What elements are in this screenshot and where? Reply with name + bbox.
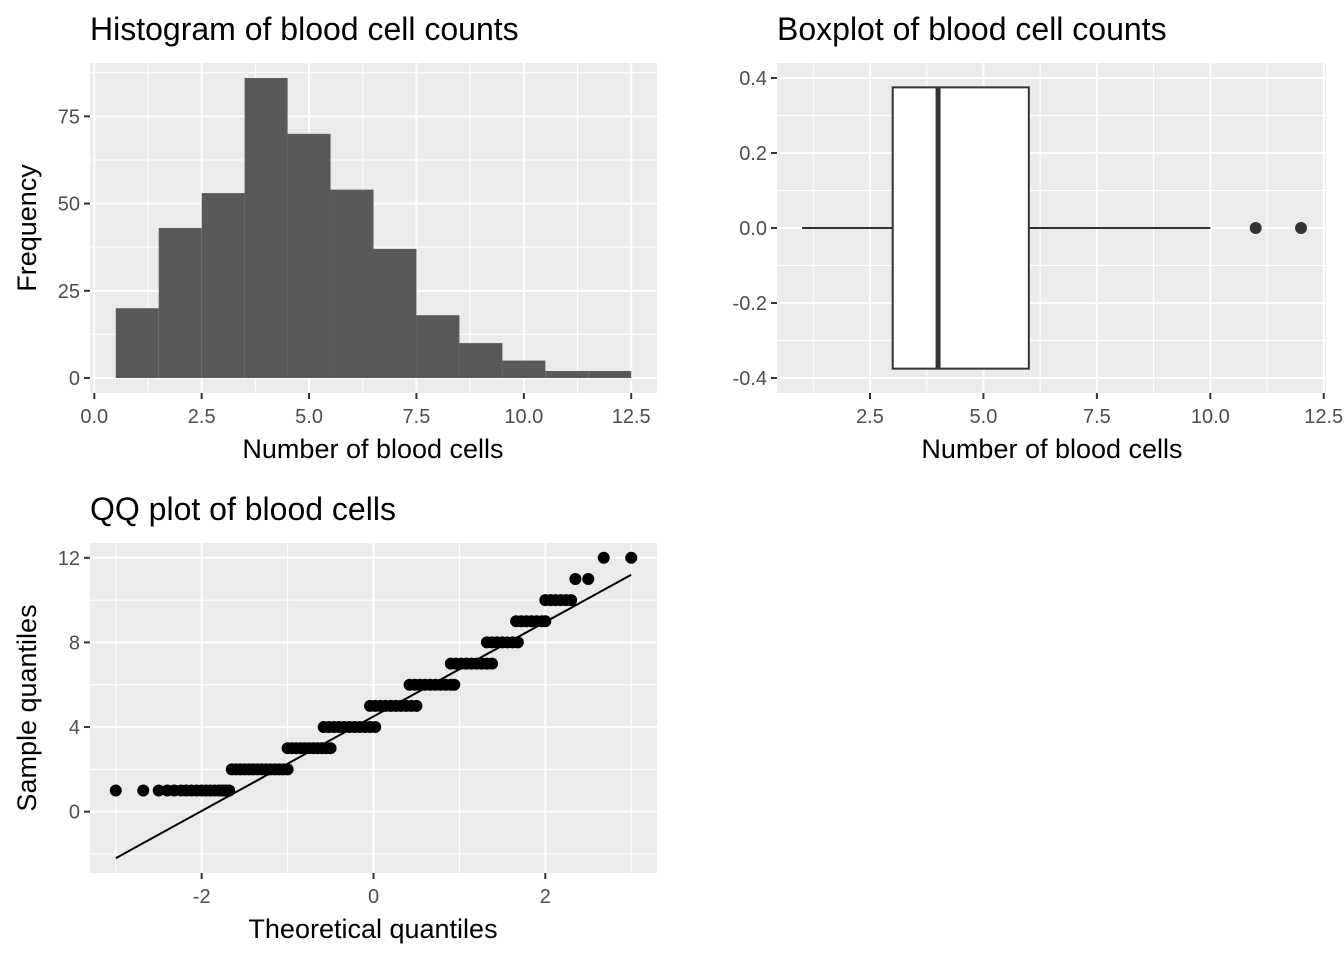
- qq-point: [539, 615, 552, 628]
- x-tick-label: 5.0: [295, 406, 323, 428]
- qq-point: [152, 784, 165, 797]
- qq-plot-axes: -2 0 2 0 4 8 12: [58, 548, 551, 908]
- histogram-bar: [330, 189, 374, 378]
- qq-point: [486, 657, 499, 670]
- boxplot-x-axis-title: Number of blood cells: [921, 434, 1182, 464]
- histogram-bar: [244, 78, 288, 378]
- qq-point: [109, 784, 122, 797]
- x-tick-label: 10.0: [504, 406, 543, 428]
- qq-plot-panel: QQ plot of blood cells -2 0 2 0 4 8 12 Theoret…: [12, 491, 657, 944]
- histogram-bar: [287, 133, 331, 378]
- x-tick-label: 12.5: [1304, 406, 1343, 428]
- histogram-bar: [459, 343, 503, 378]
- boxplot-outlier-point: [1249, 222, 1262, 234]
- histogram-bar: [502, 360, 546, 378]
- boxplot-marks: [801, 86, 1308, 370]
- qq-point: [597, 551, 610, 564]
- qq-point: [448, 678, 461, 691]
- boxplot-title: Boxplot of blood cell counts: [777, 11, 1167, 47]
- y-tick-label: 75: [58, 106, 80, 128]
- histogram-bars: [115, 78, 632, 378]
- histogram-bar: [201, 193, 245, 378]
- histogram-x-axis-title: Number of blood cells: [242, 434, 503, 464]
- x-tick-label: 7.5: [403, 406, 431, 428]
- y-tick-label: 8: [69, 632, 80, 654]
- histogram-bar: [115, 308, 159, 378]
- histogram-bar: [158, 228, 202, 378]
- y-tick-label: 12: [58, 548, 80, 570]
- x-tick-label: 0.0: [80, 406, 108, 428]
- histogram-axes: 0.0 2.5 5.0 7.5 10.0 12.5 0 25 50 75: [58, 106, 651, 428]
- histogram-bar: [588, 371, 632, 378]
- y-tick-label: 0: [69, 802, 80, 824]
- qq-plot-x-axis-title: Theoretical quantiles: [248, 914, 497, 944]
- qq-plot-title: QQ plot of blood cells: [90, 491, 396, 527]
- boxplot-outlier-point: [1295, 222, 1308, 234]
- boxplot-axes: 2.5 5.0 7.5 10.0 12.5 -0.4 -0.2 0.0 0.2 0.4: [733, 68, 1344, 428]
- x-tick-label: 2.5: [188, 406, 216, 428]
- qq-point: [281, 763, 294, 776]
- boxplot-panel: Boxplot of blood cell counts 2.5 5.0 7.5 10…: [733, 11, 1344, 464]
- qq-plot-y-axis-title: Sample quantiles: [12, 604, 42, 811]
- qq-point: [324, 742, 337, 755]
- qq-point: [137, 784, 150, 797]
- qq-plot-marks: [109, 551, 638, 860]
- qq-point: [565, 594, 578, 607]
- x-tick-label: 5.0: [970, 406, 998, 428]
- histogram-bar: [545, 371, 589, 378]
- y-tick-label: 0.4: [739, 68, 767, 90]
- x-tick-label: 7.5: [1083, 406, 1111, 428]
- x-tick-label: 2: [540, 886, 551, 908]
- x-tick-label: 12.5: [612, 406, 651, 428]
- y-tick-label: 25: [58, 281, 80, 303]
- qq-point: [569, 572, 582, 585]
- histogram-title: Histogram of blood cell counts: [90, 11, 519, 47]
- qq-point: [369, 721, 382, 734]
- histogram-panel: Histogram of blood cell counts 0.0 2.5 5.0…: [12, 11, 657, 464]
- qq-point: [625, 551, 638, 564]
- qq-point: [410, 699, 423, 712]
- x-tick-label: 0: [368, 886, 379, 908]
- histogram-bar: [416, 315, 460, 378]
- y-tick-label: 0: [69, 368, 80, 390]
- qq-point: [223, 784, 236, 797]
- y-tick-label: -0.4: [733, 368, 767, 390]
- histogram-bar: [373, 248, 417, 378]
- y-tick-label: -0.2: [733, 293, 767, 315]
- histogram-y-axis-title: Frequency: [12, 164, 42, 292]
- y-tick-label: 4: [69, 717, 80, 739]
- x-tick-label: -2: [193, 886, 211, 908]
- qq-point: [582, 572, 595, 585]
- boxplot-box: [891, 86, 1030, 370]
- x-tick-label: 2.5: [856, 406, 884, 428]
- y-tick-label: 0.2: [739, 143, 767, 165]
- x-tick-label: 10.0: [1191, 406, 1230, 428]
- qq-point: [511, 636, 524, 649]
- y-tick-label: 50: [58, 194, 80, 216]
- y-tick-label: 0.0: [739, 218, 767, 240]
